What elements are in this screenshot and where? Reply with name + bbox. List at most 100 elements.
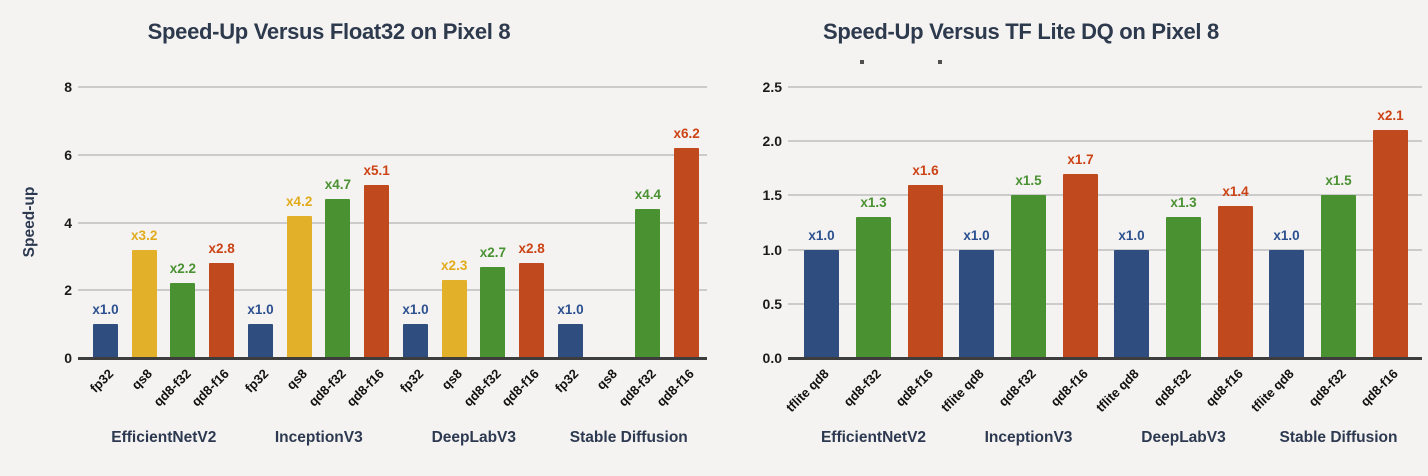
y-tick-label: 1.0 bbox=[762, 241, 782, 258]
x-tick-label: qd8-f16 bbox=[1047, 366, 1092, 410]
bar-qd8-f16-EfficientNetV2 bbox=[908, 184, 943, 358]
y-tick-label: 0 bbox=[64, 350, 72, 366]
bar-value-label: x1.5 bbox=[1325, 173, 1352, 189]
bar-value-label: x6.2 bbox=[673, 125, 700, 141]
x-tick-label: qd8-f32 bbox=[1150, 366, 1195, 410]
gridline bbox=[78, 221, 707, 224]
group-label-DeepLabV3: DeepLabV3 bbox=[1141, 429, 1226, 446]
bar-tflite-qd8-DeepLabV3 bbox=[1114, 249, 1149, 358]
bar-tflite-qd8-InceptionV3 bbox=[959, 249, 994, 358]
x-tick-label: qd8-f32 bbox=[840, 366, 885, 410]
group-label-EfficientNetV2: EfficientNetV2 bbox=[820, 429, 927, 446]
bar-value-label: x4.2 bbox=[286, 193, 313, 209]
bar-value-label: x1.0 bbox=[92, 302, 119, 318]
x-tick-label: tflite qd8 bbox=[1093, 366, 1143, 415]
bar-qs8-InceptionV3 bbox=[286, 215, 312, 358]
group-label-InceptionV3: InceptionV3 bbox=[274, 429, 363, 446]
group-label-Stable-Diffusion: Stable Diffusion bbox=[569, 429, 688, 446]
bar-value-label: x1.7 bbox=[1067, 151, 1094, 167]
bar-value-label: x1.0 bbox=[402, 302, 429, 318]
bar-tflite-qd8-Stable-Diffusion bbox=[1269, 249, 1304, 358]
x-tick-label: qd8-f32 bbox=[995, 366, 1040, 410]
y-tick-label: 2 bbox=[64, 282, 72, 299]
bar-value-label: x2.7 bbox=[479, 244, 507, 260]
bar-value-label: x1.0 bbox=[808, 227, 835, 243]
bar-qd8-f32-InceptionV3 bbox=[1011, 195, 1046, 358]
gridline bbox=[788, 140, 1422, 143]
x-axis-baseline bbox=[78, 356, 707, 360]
bar-qd8-f32-Stable-Diffusion bbox=[635, 208, 661, 358]
gridline bbox=[788, 302, 1422, 305]
y-axis-title: Speed-up bbox=[21, 186, 38, 258]
x-tick-label: qd8-f32 bbox=[1305, 366, 1350, 410]
x-tick-label: tflite qd8 bbox=[938, 366, 988, 415]
chart-title-float32: Speed-Up Versus Float32 on Pixel 8 bbox=[147, 19, 511, 44]
bar-fp32-DeepLabV3 bbox=[403, 324, 428, 358]
y-tick-label: 8 bbox=[64, 79, 72, 95]
bar-value-label: x1.0 bbox=[1273, 227, 1300, 243]
bar-value-label: x2.3 bbox=[441, 258, 468, 274]
bar-qd8-f16-Stable-Diffusion bbox=[1373, 130, 1408, 358]
gridline bbox=[78, 289, 707, 292]
gridline bbox=[788, 86, 1422, 88]
bar-value-label: x1.6 bbox=[912, 162, 939, 178]
bar-qs8-EfficientNetV2 bbox=[131, 249, 157, 358]
bar-value-label: x1.4 bbox=[1222, 184, 1249, 200]
bar-fp32-InceptionV3 bbox=[248, 324, 273, 358]
x-tick-label: tflite qd8 bbox=[783, 366, 833, 415]
bar-value-label: x5.1 bbox=[363, 163, 390, 179]
x-tick-label: qd8-f16 bbox=[1202, 366, 1247, 410]
y-tick-label: 1.5 bbox=[762, 187, 782, 204]
bar-qd8-f16-InceptionV3 bbox=[364, 185, 390, 358]
y-tick-label: 2.5 bbox=[762, 79, 782, 95]
bar-qd8-f16-DeepLabV3 bbox=[519, 263, 545, 358]
bar-value-label: x4.4 bbox=[634, 186, 662, 202]
group-label-InceptionV3: InceptionV3 bbox=[984, 429, 1073, 446]
group-label-EfficientNetV2: EfficientNetV2 bbox=[111, 429, 217, 446]
bar-qd8-f32-InceptionV3 bbox=[325, 198, 351, 358]
bar-value-label: x2.1 bbox=[1377, 108, 1404, 124]
y-tick-label: 0.5 bbox=[762, 295, 782, 312]
bar-qs8-DeepLabV3 bbox=[441, 280, 467, 358]
group-label-DeepLabV3: DeepLabV3 bbox=[431, 429, 517, 446]
bar-value-label: x1.0 bbox=[963, 227, 990, 243]
gridline bbox=[78, 86, 707, 88]
gridline bbox=[78, 153, 707, 156]
bar-qd8-f32-Stable-Diffusion bbox=[1321, 195, 1356, 358]
bar-value-label: x3.2 bbox=[131, 227, 158, 243]
bar-qd8-f32-EfficientNetV2 bbox=[856, 217, 891, 358]
bar-qd8-f16-Stable-Diffusion bbox=[674, 147, 700, 358]
bar-fp32-Stable-Diffusion bbox=[558, 324, 583, 358]
bar-fp32-EfficientNetV2 bbox=[93, 324, 118, 358]
y-tick-label: 2.0 bbox=[762, 133, 782, 150]
bar-value-label: x1.0 bbox=[1118, 227, 1145, 243]
bar-value-label: x1.3 bbox=[860, 195, 887, 211]
bar-qd8-f16-EfficientNetV2 bbox=[209, 263, 235, 358]
gridline bbox=[788, 194, 1422, 197]
bar-value-label: x2.2 bbox=[169, 261, 197, 277]
y-tick-label: 6 bbox=[64, 146, 72, 163]
bar-value-label: x1.0 bbox=[247, 302, 274, 318]
bar-qd8-f32-EfficientNetV2 bbox=[170, 283, 196, 358]
bar-qd8-f16-DeepLabV3 bbox=[1218, 206, 1253, 358]
x-tick-label: qd8-f16 bbox=[1357, 366, 1402, 410]
gridline bbox=[788, 248, 1422, 251]
bar-value-label: x1.0 bbox=[557, 302, 584, 318]
y-tick-label: 0.0 bbox=[762, 350, 782, 366]
bar-value-label: x1.5 bbox=[1015, 173, 1042, 189]
bar-value-label: x1.3 bbox=[1170, 195, 1197, 211]
bar-value-label: x4.7 bbox=[324, 176, 352, 192]
bar-value-label: x2.8 bbox=[518, 241, 545, 257]
bar-qd8-f16-InceptionV3 bbox=[1063, 173, 1098, 358]
bar-tflite-qd8-EfficientNetV2 bbox=[804, 249, 839, 358]
bar-value-label: x2.8 bbox=[208, 241, 235, 257]
group-label-Stable-Diffusion: Stable Diffusion bbox=[1279, 429, 1398, 446]
bar-qd8-f32-DeepLabV3 bbox=[1166, 217, 1201, 358]
x-axis-baseline bbox=[788, 356, 1422, 360]
y-tick-label: 4 bbox=[64, 214, 72, 231]
